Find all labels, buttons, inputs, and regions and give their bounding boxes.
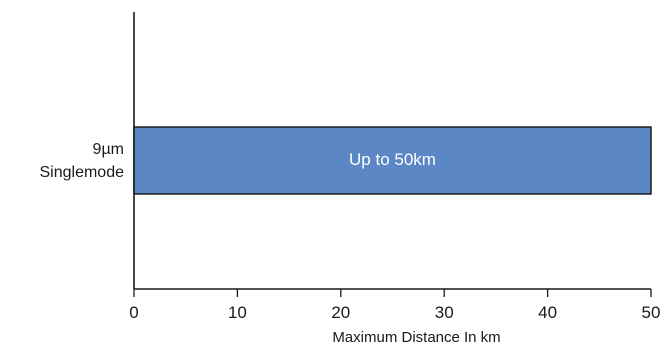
bar-singlemode (133, 126, 652, 195)
x-axis-title: Maximum Distance In km (332, 329, 500, 346)
x-tick-label-40: 40 (538, 303, 557, 322)
x-tick-label-0: 0 (129, 303, 138, 322)
bar-data-label: Up to 50km (349, 150, 436, 169)
x-tick-label-20: 20 (331, 303, 350, 322)
x-axis-ticks: 0 10 20 30 40 50 (129, 289, 660, 322)
category-label-line-1: 9µm (93, 141, 124, 158)
x-tick-label-50: 50 (642, 303, 661, 322)
x-tick-label-30: 30 (435, 303, 454, 322)
x-tick-label-10: 10 (228, 303, 247, 322)
category-label-line-2: Singlemode (40, 164, 125, 181)
